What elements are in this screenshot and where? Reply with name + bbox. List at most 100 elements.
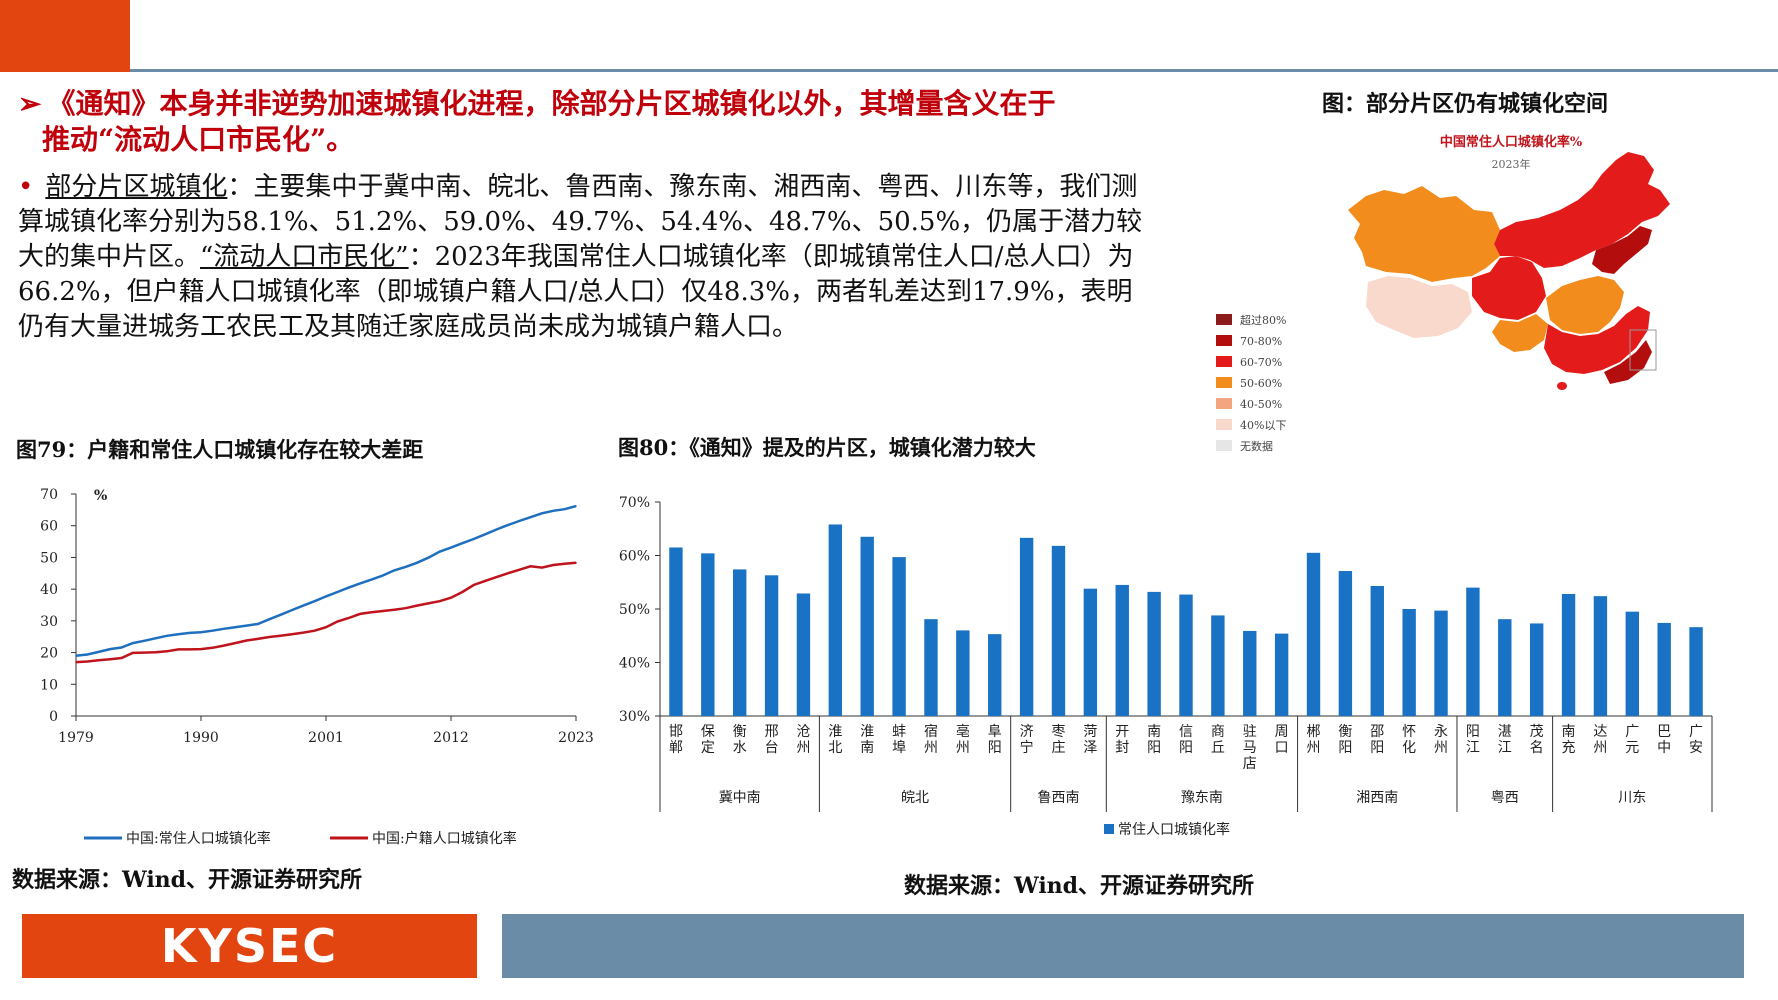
x-category-label: 淮北 (828, 724, 842, 756)
data-point (279, 634, 282, 637)
data-point (382, 610, 384, 612)
y-tick-label: 0 (49, 709, 58, 725)
data-point (143, 651, 145, 654)
urbanization-map: 中国常住人口城镇化率% 2023年 超过80% 70-80% 60-70% 50-60… (1200, 126, 1700, 486)
map-legend-label: 50-60% (1240, 377, 1282, 390)
series-line (75, 561, 577, 664)
x-tick-label: 1979 (58, 730, 94, 746)
bar (1498, 619, 1512, 716)
data-point (188, 648, 191, 651)
x-category-label: 怀化 (1402, 724, 1416, 756)
data-point (484, 533, 486, 536)
x-category-label: 广元 (1625, 724, 1639, 756)
headline-line1: 《通知》本身并非逆势加速城镇化进程，除部分片区城镇化以外，其增量含义在于 (47, 87, 1056, 120)
bar (1083, 588, 1098, 716)
x-category-label: 信阳 (1179, 724, 1193, 756)
y-tick-label: 30 (40, 614, 58, 630)
data-point (325, 626, 327, 628)
data-point (211, 647, 214, 649)
x-category-label: 郴州 (1307, 724, 1321, 756)
map-figure-title: 图：部分片区仍有城镇化空间 (1322, 91, 1609, 117)
fig79-title: 图79：户籍和常住人口城镇化存在较大差距 (16, 437, 424, 462)
x-category-label: 衡阳 (1338, 724, 1352, 756)
data-point (370, 578, 373, 581)
bar (1657, 622, 1671, 716)
data-point (166, 634, 168, 637)
bar (1179, 594, 1193, 716)
x-category-label: 阜阳 (988, 723, 1002, 756)
data-point (518, 568, 520, 571)
group-label: 湘西南 (1356, 790, 1398, 806)
bar (1529, 623, 1544, 716)
bar (1625, 611, 1639, 716)
map-legend-swatch (1216, 335, 1232, 346)
data-point (143, 640, 145, 642)
y-tick-label: 50 (40, 550, 58, 566)
data-point (495, 528, 498, 531)
x-category-label: 淮南 (860, 724, 874, 756)
data-point (427, 602, 430, 605)
data-point (166, 650, 168, 653)
map-legend-swatch (1216, 356, 1232, 367)
data-point (86, 660, 89, 663)
x-category-label: 菏泽 (1083, 724, 1097, 756)
x-category-label: 巴中 (1657, 724, 1671, 756)
bar (669, 547, 683, 716)
data-point (302, 604, 305, 607)
group-label: 冀中南 (719, 790, 761, 806)
data-point (313, 600, 316, 602)
x-category-label: 宿州 (924, 723, 938, 756)
data-point (336, 591, 339, 593)
bar (701, 553, 715, 716)
data-point (450, 546, 452, 549)
data-point (120, 646, 123, 649)
x-category-label: 衡水 (733, 724, 747, 756)
data-point (529, 565, 532, 568)
data-point (325, 595, 327, 598)
data-point (200, 648, 202, 650)
map-legend-swatch (1216, 314, 1232, 325)
bar (1115, 584, 1129, 716)
data-point (154, 637, 157, 640)
x-tick-label: 1990 (183, 730, 219, 746)
data-point (97, 651, 100, 653)
map-legend-label: 无数据 (1240, 439, 1273, 453)
data-point (132, 642, 134, 644)
data-point (393, 608, 395, 611)
data-point (234, 642, 236, 644)
y-tick-label: 10 (40, 677, 58, 693)
body-text-regional: ：主要集中于冀中南、皖北、鲁西南、豫东南、湘西南、粤西、川东等，我们测算城镇化率… (18, 172, 1143, 272)
bar (1306, 552, 1321, 716)
group-label: 鲁西南 (1037, 790, 1079, 806)
data-point (313, 629, 316, 632)
map-legend-swatch (1216, 419, 1232, 430)
bar (1211, 615, 1225, 716)
data-point (472, 538, 475, 540)
bar (1338, 571, 1353, 716)
bar (1051, 545, 1066, 716)
data-point (359, 582, 361, 585)
data-point (472, 584, 475, 586)
data-point (302, 631, 305, 634)
data-point (336, 620, 339, 623)
bar (924, 619, 938, 716)
map-legend-swatch (1216, 398, 1232, 409)
y-tick-label: 60% (619, 549, 650, 565)
data-point (438, 550, 441, 553)
legend-label: 中国:户籍人口城镇化率 (372, 830, 517, 847)
headline-line2: 推动“流动人口市民化”。 (42, 123, 355, 156)
data-point (541, 512, 543, 515)
x-category-label: 驻马店 (1243, 724, 1257, 772)
data-point (404, 566, 407, 568)
data-point (132, 652, 134, 654)
bar (956, 630, 970, 716)
series-line (75, 504, 577, 657)
legend-label: 中国:常住人口城镇化率 (126, 830, 271, 847)
map-chart-subtitle: 2023年 (1492, 157, 1531, 171)
bar (1466, 587, 1480, 716)
data-point (450, 596, 452, 599)
data-point (484, 580, 486, 582)
kysec-logo: KYSEC (22, 914, 477, 978)
data-point (245, 624, 248, 627)
x-category-label: 广安 (1689, 724, 1703, 756)
